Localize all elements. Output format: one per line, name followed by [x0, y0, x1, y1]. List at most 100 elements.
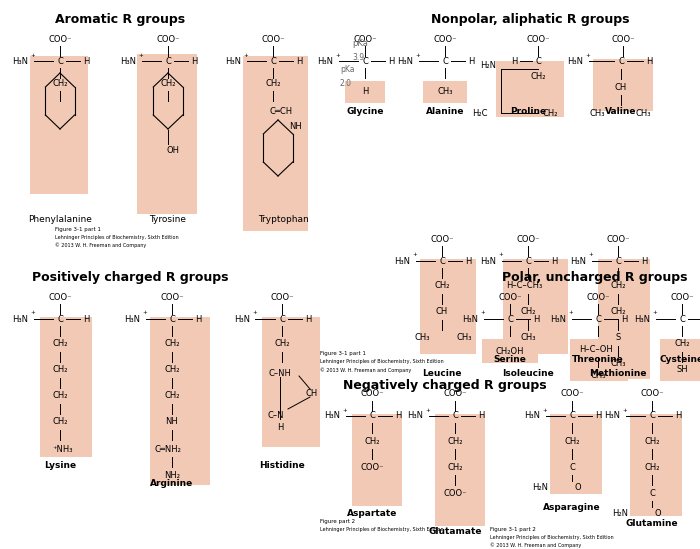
Text: Methionine: Methionine — [589, 369, 647, 378]
Text: COO⁻: COO⁻ — [587, 293, 610, 301]
Text: Threonine: Threonine — [572, 355, 624, 363]
FancyBboxPatch shape — [262, 317, 320, 447]
Text: H₃N: H₃N — [120, 57, 136, 65]
Text: H: H — [191, 57, 197, 65]
Text: COO⁻: COO⁻ — [354, 35, 377, 43]
Text: NH: NH — [288, 121, 302, 131]
Text: H₃N: H₃N — [550, 315, 566, 323]
Text: C: C — [649, 412, 655, 421]
FancyBboxPatch shape — [420, 259, 476, 354]
Text: S: S — [615, 333, 621, 343]
Text: CH₃: CH₃ — [636, 109, 651, 117]
Text: CH₃: CH₃ — [589, 109, 605, 117]
Text: H: H — [551, 256, 557, 266]
FancyBboxPatch shape — [435, 414, 485, 526]
Text: © 2013 W. H. Freeman and Company: © 2013 W. H. Freeman and Company — [55, 242, 146, 248]
Text: CH₂: CH₂ — [644, 462, 659, 472]
FancyBboxPatch shape — [345, 81, 385, 103]
Text: Asparagine: Asparagine — [543, 502, 601, 512]
Text: Negatively charged R groups: Negatively charged R groups — [343, 379, 547, 393]
FancyBboxPatch shape — [570, 339, 628, 381]
Text: Serine: Serine — [494, 355, 526, 363]
Text: COO⁻: COO⁻ — [160, 293, 183, 301]
Text: CH₂: CH₂ — [160, 79, 176, 87]
Text: H: H — [595, 412, 601, 421]
Text: +: + — [425, 407, 430, 412]
Text: Glutamine: Glutamine — [626, 519, 678, 529]
Text: C: C — [595, 315, 601, 323]
Text: Isoleucine: Isoleucine — [502, 369, 554, 378]
Text: COO⁻: COO⁻ — [48, 35, 71, 43]
Text: C: C — [442, 57, 448, 65]
Text: H₃N: H₃N — [394, 256, 410, 266]
Text: H: H — [83, 57, 89, 65]
Text: CH₃: CH₃ — [590, 371, 606, 379]
Text: COO⁻: COO⁻ — [498, 293, 522, 301]
Text: +: + — [568, 311, 573, 316]
Text: Figure 3-1 part 1: Figure 3-1 part 1 — [320, 351, 366, 356]
Text: CH₂OH: CH₂OH — [496, 346, 524, 356]
Text: C: C — [362, 57, 368, 65]
Text: +: + — [652, 311, 657, 316]
FancyBboxPatch shape — [550, 414, 602, 494]
Text: +: + — [542, 407, 547, 412]
Text: Polar, uncharged R groups: Polar, uncharged R groups — [503, 271, 687, 283]
Text: H₃N: H₃N — [324, 412, 340, 421]
Text: Lehninger Principles of Biochemistry, Sixth Edition: Lehninger Principles of Biochemistry, Si… — [320, 526, 444, 531]
Text: H₂N: H₂N — [612, 509, 628, 518]
Text: H₃N: H₃N — [317, 57, 333, 65]
Text: COO⁻: COO⁻ — [48, 293, 71, 301]
FancyBboxPatch shape — [30, 56, 88, 194]
Text: H₃N: H₃N — [12, 57, 28, 65]
Text: Leucine: Leucine — [422, 369, 462, 378]
Text: pKa: pKa — [340, 65, 354, 75]
Text: C: C — [270, 57, 276, 65]
Text: H₃N: H₃N — [397, 57, 413, 65]
Text: C: C — [649, 490, 655, 498]
Text: COO⁻: COO⁻ — [443, 389, 467, 399]
Text: H: H — [675, 412, 681, 421]
Text: CH₂: CH₂ — [644, 436, 659, 445]
Text: H: H — [304, 315, 312, 323]
Text: CH₂: CH₂ — [674, 339, 690, 349]
Text: H: H — [646, 57, 652, 65]
Text: Phenylalanine: Phenylalanine — [28, 215, 92, 223]
Text: OH: OH — [167, 145, 179, 154]
Text: C: C — [452, 412, 458, 421]
Text: C: C — [525, 256, 531, 266]
Text: CH₂: CH₂ — [164, 366, 180, 374]
Text: H: H — [362, 87, 368, 97]
Text: H: H — [511, 57, 517, 65]
Text: C: C — [57, 57, 63, 65]
Text: +: + — [138, 53, 143, 58]
Text: Aromatic R groups: Aromatic R groups — [55, 13, 185, 25]
Text: COO⁻: COO⁻ — [526, 35, 550, 43]
Text: C: C — [279, 315, 285, 323]
Text: +: + — [342, 407, 347, 412]
FancyBboxPatch shape — [423, 81, 467, 103]
Text: +: + — [335, 53, 340, 58]
Text: NH: NH — [166, 417, 179, 427]
Text: +: + — [252, 311, 257, 316]
Text: H: H — [621, 315, 627, 323]
Text: COO⁻: COO⁻ — [360, 389, 384, 399]
Text: O: O — [654, 509, 661, 518]
Text: C: C — [369, 412, 375, 421]
Text: H₃N: H₃N — [604, 412, 620, 421]
Text: 3.9: 3.9 — [352, 53, 364, 61]
Text: H: H — [296, 57, 302, 65]
Text: COO⁻: COO⁻ — [671, 293, 694, 301]
Text: COO⁻: COO⁻ — [270, 293, 294, 301]
Text: Figure 3-1 part 2: Figure 3-1 part 2 — [490, 526, 536, 531]
Text: CH₂: CH₂ — [265, 79, 281, 87]
Text: CH₂: CH₂ — [52, 391, 68, 401]
Text: +: + — [622, 407, 627, 412]
Text: CH₂: CH₂ — [447, 436, 463, 445]
Text: Lehninger Principles of Biochemistry, Sixth Edition: Lehninger Principles of Biochemistry, Si… — [490, 535, 614, 540]
FancyBboxPatch shape — [243, 56, 308, 231]
Text: Positively charged R groups: Positively charged R groups — [32, 271, 228, 283]
Text: C: C — [679, 315, 685, 323]
Text: H₂N: H₂N — [532, 484, 548, 492]
Text: Proline: Proline — [510, 107, 546, 115]
Text: COO⁻: COO⁻ — [261, 35, 285, 43]
